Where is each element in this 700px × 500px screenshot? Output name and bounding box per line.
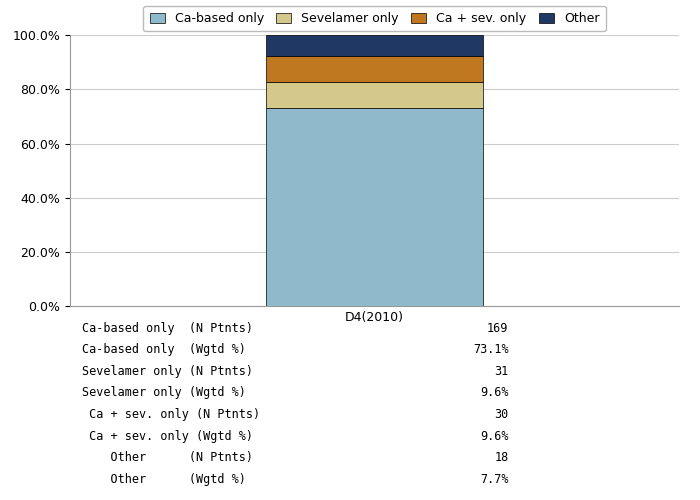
Text: 169: 169 xyxy=(487,322,508,334)
Text: Sevelamer only (Wgtd %): Sevelamer only (Wgtd %) xyxy=(82,386,246,400)
Bar xyxy=(266,108,483,306)
Text: 30: 30 xyxy=(494,408,508,421)
Text: 31: 31 xyxy=(494,365,508,378)
Text: Other      (Wgtd %): Other (Wgtd %) xyxy=(82,472,246,486)
Bar xyxy=(266,56,483,82)
Bar xyxy=(266,35,483,56)
Text: Ca + sev. only (Wgtd %): Ca + sev. only (Wgtd %) xyxy=(82,430,253,442)
Text: Ca + sev. only (N Ptnts): Ca + sev. only (N Ptnts) xyxy=(82,408,260,421)
Text: 9.6%: 9.6% xyxy=(480,430,508,442)
Text: Sevelamer only (N Ptnts): Sevelamer only (N Ptnts) xyxy=(82,365,253,378)
Text: Other      (N Ptnts): Other (N Ptnts) xyxy=(82,451,253,464)
Text: 73.1%: 73.1% xyxy=(473,343,508,356)
Text: 7.7%: 7.7% xyxy=(480,472,508,486)
Text: 9.6%: 9.6% xyxy=(480,386,508,400)
Text: 18: 18 xyxy=(494,451,508,464)
Text: Ca-based only  (N Ptnts): Ca-based only (N Ptnts) xyxy=(82,322,253,334)
Text: Ca-based only  (Wgtd %): Ca-based only (Wgtd %) xyxy=(82,343,246,356)
Bar xyxy=(266,82,483,108)
Legend: Ca-based only, Sevelamer only, Ca + sev. only, Other: Ca-based only, Sevelamer only, Ca + sev.… xyxy=(144,6,606,32)
